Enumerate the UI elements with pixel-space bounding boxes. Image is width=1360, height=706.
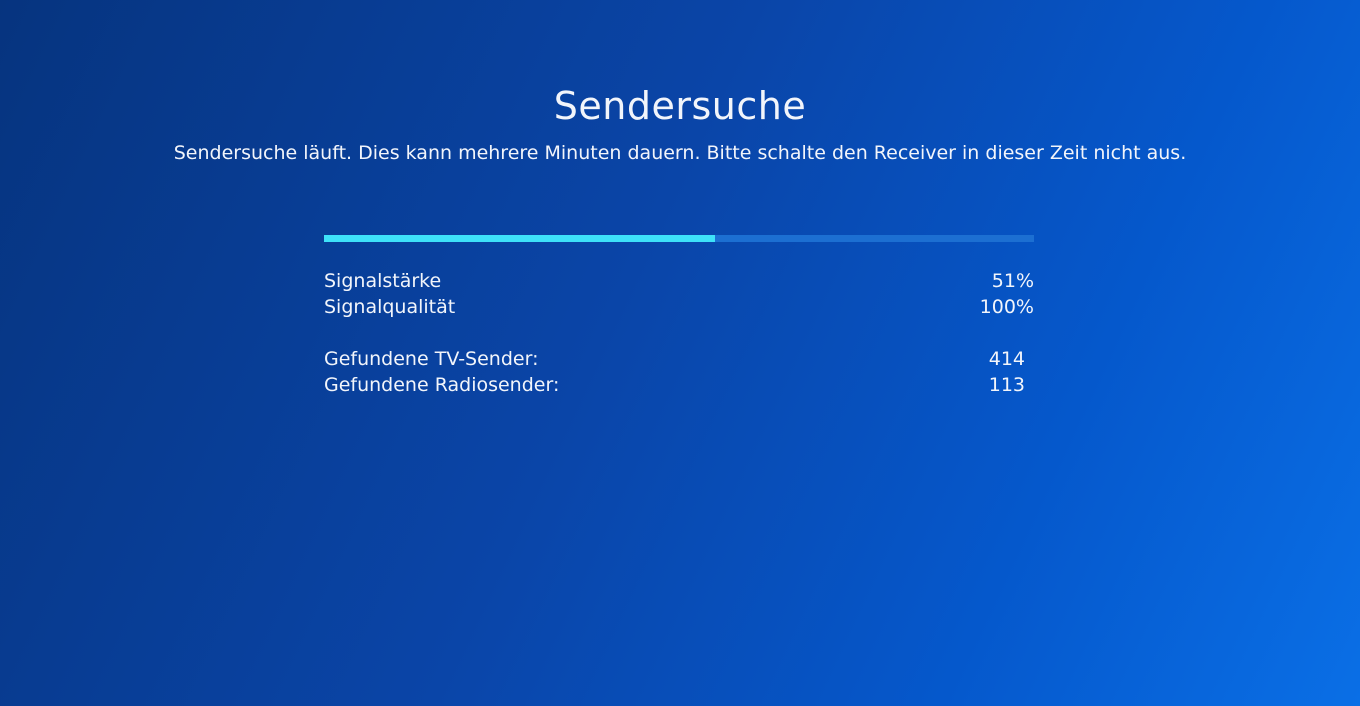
status-message: Sendersuche läuft. Dies kann mehrere Min… <box>173 142 1187 164</box>
signal-strength-row: Signalstärke 51% <box>324 270 1034 296</box>
tv-channels-value: 414 <box>988 348 1025 370</box>
scan-progress-bar <box>324 235 1034 242</box>
signal-quality-row: Signalqualität 100% <box>324 296 1034 322</box>
tv-channels-label: Gefundene TV-Sender: <box>324 348 539 370</box>
tv-channels-row: Gefundene TV-Sender: 414 <box>324 348 1034 374</box>
signal-strength-label: Signalstärke <box>324 270 442 292</box>
scan-progress-fill <box>324 235 715 242</box>
signal-quality-value: 100% <box>979 296 1034 318</box>
page-title: Sendersuche <box>553 84 807 128</box>
radio-channels-label: Gefundene Radiosender: <box>324 374 560 396</box>
radio-channels-value: 113 <box>988 374 1025 396</box>
radio-channels-row: Gefundene Radiosender: 113 <box>324 374 1034 400</box>
signal-strength-value: 51% <box>991 270 1034 292</box>
signal-quality-label: Signalqualität <box>324 296 456 318</box>
